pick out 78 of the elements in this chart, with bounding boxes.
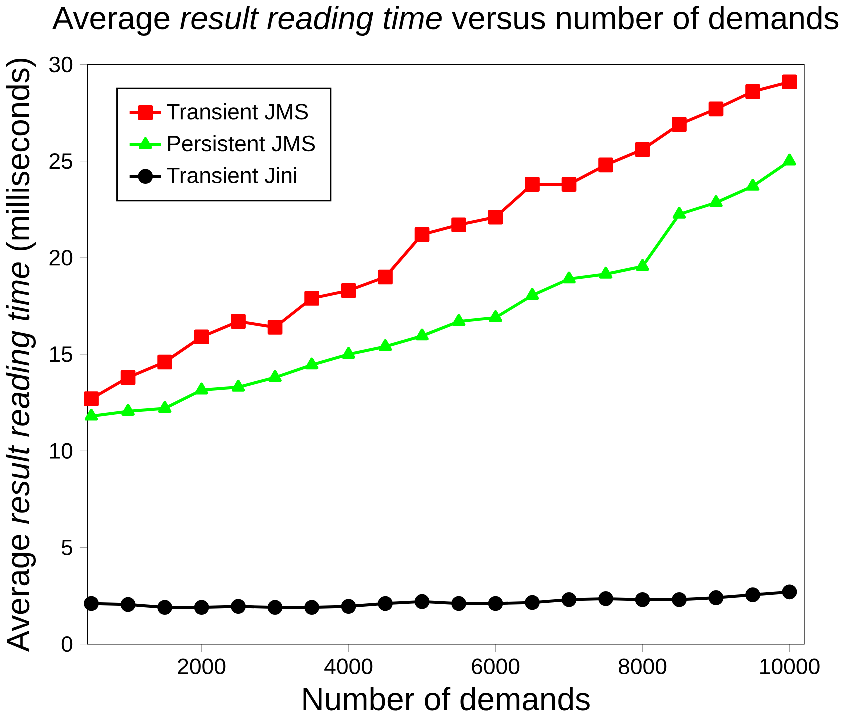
point — [268, 370, 282, 382]
point — [378, 339, 392, 352]
point — [562, 592, 577, 608]
point — [708, 102, 724, 117]
point — [158, 600, 172, 616]
x-tick-label: 10000 — [760, 658, 820, 675]
point — [452, 218, 466, 233]
point — [599, 267, 613, 279]
point — [746, 588, 760, 603]
point — [158, 354, 172, 370]
point — [672, 592, 687, 608]
point — [195, 382, 208, 395]
point — [378, 596, 393, 612]
point — [452, 596, 466, 612]
point — [414, 227, 430, 242]
point — [783, 154, 796, 166]
point — [268, 600, 283, 616]
point — [122, 404, 135, 416]
point — [232, 380, 246, 392]
legend-label: Persistent JMS — [168, 135, 316, 152]
point — [231, 599, 246, 614]
y-tick-label: 5 — [62, 540, 72, 556]
point — [452, 314, 466, 326]
point — [304, 600, 320, 616]
point — [746, 84, 760, 100]
point — [341, 283, 356, 298]
legend-label: Transient JMS — [167, 104, 308, 120]
point — [342, 347, 356, 360]
point — [84, 392, 99, 406]
point — [598, 158, 614, 173]
point — [378, 270, 393, 285]
y-axis-title: Average result reading time (milliseconds) — [6, 59, 36, 652]
y-tick-label: 30 — [50, 56, 73, 73]
point — [636, 259, 650, 272]
point — [416, 328, 429, 341]
point — [158, 401, 172, 414]
point — [672, 117, 687, 132]
point — [305, 358, 319, 370]
point — [635, 592, 650, 608]
point — [708, 590, 724, 606]
y-tick-label: 15 — [50, 346, 72, 362]
point — [525, 595, 540, 610]
point — [488, 210, 504, 225]
x-tick-label: 2000 — [178, 658, 226, 675]
point — [414, 594, 430, 610]
point — [525, 177, 540, 192]
y-tick-label: 20 — [50, 250, 73, 266]
point — [562, 177, 577, 192]
x-tick-label: 8000 — [619, 658, 667, 675]
point — [304, 291, 320, 306]
point — [194, 330, 210, 345]
point — [562, 272, 576, 284]
point — [782, 74, 798, 90]
point — [231, 314, 246, 330]
legend-label: Transient Jini — [167, 167, 296, 184]
x-tick-label: 6000 — [472, 658, 520, 675]
point — [746, 179, 760, 191]
point — [194, 600, 210, 616]
y-tick-label: 10 — [50, 443, 73, 460]
y-tick-label: 25 — [50, 154, 72, 170]
point — [672, 207, 686, 219]
y-tick-label: 0 — [62, 636, 73, 652]
chart-title: Average result reading time versus number of demands — [52, 6, 839, 36]
point — [341, 599, 356, 614]
x-axis-title: Number of demands — [304, 687, 590, 711]
point — [710, 196, 723, 208]
point — [489, 310, 502, 322]
point — [598, 592, 614, 606]
point — [782, 584, 798, 600]
point — [120, 597, 136, 612]
point — [268, 320, 283, 335]
point — [488, 596, 504, 612]
point — [526, 288, 540, 300]
point — [84, 596, 99, 612]
point — [635, 142, 650, 158]
point — [120, 370, 136, 386]
x-tick-label: 4000 — [324, 658, 373, 675]
point — [84, 409, 98, 421]
